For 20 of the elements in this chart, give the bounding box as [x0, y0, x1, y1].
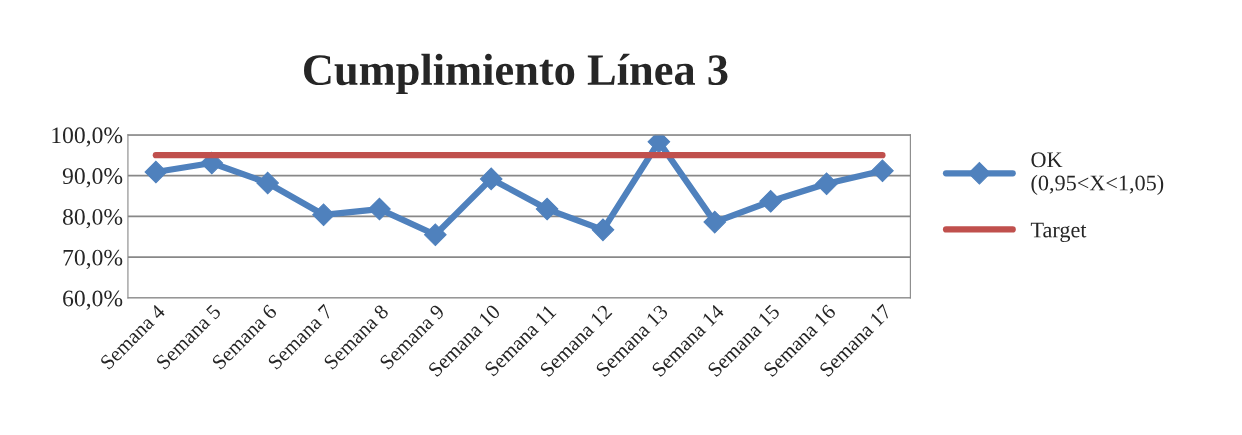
point — [759, 190, 782, 213]
legend-label: Target — [1030, 222, 1087, 243]
y-tick-label: 80,0% — [62, 208, 123, 229]
point — [871, 159, 894, 183]
point — [479, 167, 503, 191]
point — [144, 160, 168, 184]
chart-title: Cumplimiento Línea 3 — [304, 53, 728, 95]
point — [815, 172, 838, 196]
point — [424, 223, 447, 247]
point — [591, 218, 615, 242]
y-tick-label: 60,0% — [63, 290, 123, 310]
point — [703, 210, 727, 234]
y-tick-label: 100,0% — [52, 127, 123, 147]
legend-label: OK (0,95<X<1,05) — [1031, 152, 1164, 196]
point — [312, 203, 335, 227]
y-tick-label: 90,0% — [62, 168, 123, 188]
point — [256, 171, 279, 195]
point — [535, 197, 559, 221]
y-tick-label: 70,0% — [63, 249, 123, 270]
point — [368, 197, 391, 221]
